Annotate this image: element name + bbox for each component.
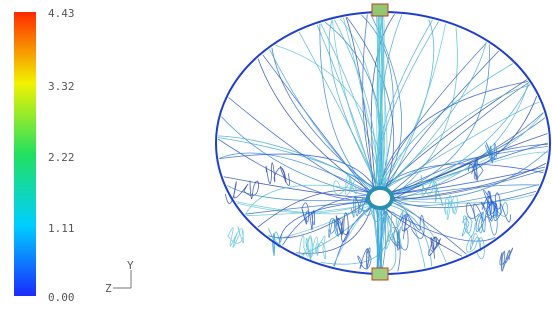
top-port [372,4,388,16]
inlet-ring [368,188,392,208]
bottom-port [372,268,388,280]
triad-y-label: Y [127,259,134,272]
colorbar [14,12,36,296]
colorbar-labels: 4.43 3.32 2.22 1.11 0.00 [48,7,75,304]
streamline [229,97,380,194]
colorbar-tick: 0.00 [48,291,75,304]
axis-triad: Z Y [105,259,134,295]
streamlines [218,12,548,272]
colorbar-tick: 2.22 [48,151,75,164]
streamline [500,248,513,271]
colorbar-tick: 3.32 [48,80,75,93]
streamline [228,226,244,247]
colorbar-tick: 1.11 [48,222,75,235]
streamline [429,237,441,258]
streamline [218,136,385,194]
colorbar-tick: 4.43 [48,7,75,20]
viewport: 4.43 3.32 2.22 1.11 0.00 Z Y [0,0,552,306]
streamline [384,113,543,195]
streamline [225,181,258,204]
triad-z-label: Z [105,282,112,295]
streamline [358,248,371,270]
streamline [317,25,376,197]
streamline [462,213,483,236]
